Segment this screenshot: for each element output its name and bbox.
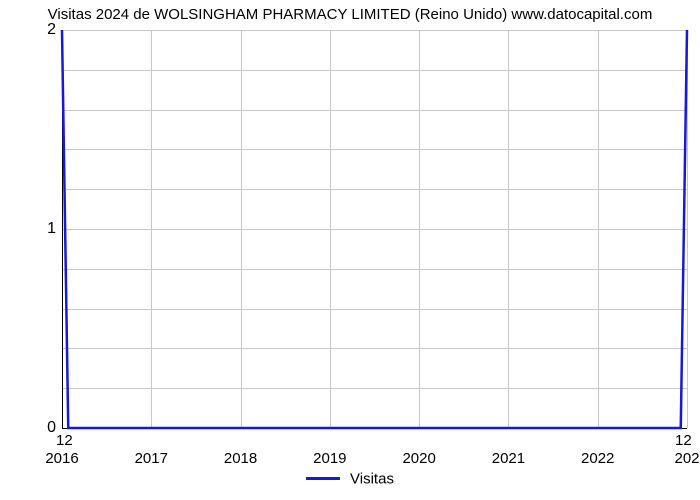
chart-title: Visitas 2024 de WOLSINGHAM PHARMACY LIMI… — [0, 0, 700, 23]
x-tick-label: 2022 — [581, 450, 614, 467]
x-tick-label: 2020 — [402, 450, 435, 467]
x-tick-label: 2019 — [313, 450, 346, 467]
y-tick-label: 1 — [40, 220, 56, 238]
data-label-last: 12 — [675, 432, 692, 449]
x-tick-label: 2016 — [45, 450, 78, 467]
plot-area — [62, 30, 687, 428]
legend-label: Visitas — [350, 470, 394, 487]
x-tick-label: 202 — [674, 450, 699, 467]
y-tick-label: 2 — [40, 21, 56, 39]
x-tick-label: 2018 — [224, 450, 257, 467]
legend: Visitas — [0, 470, 700, 488]
x-tick-label: 2021 — [492, 450, 525, 467]
x-tick-label: 2017 — [135, 450, 168, 467]
series-line — [62, 30, 687, 428]
y-tick-label: 0 — [40, 419, 56, 437]
legend-swatch — [306, 477, 340, 480]
data-label-first: 12 — [56, 432, 73, 449]
line-series — [62, 30, 687, 428]
